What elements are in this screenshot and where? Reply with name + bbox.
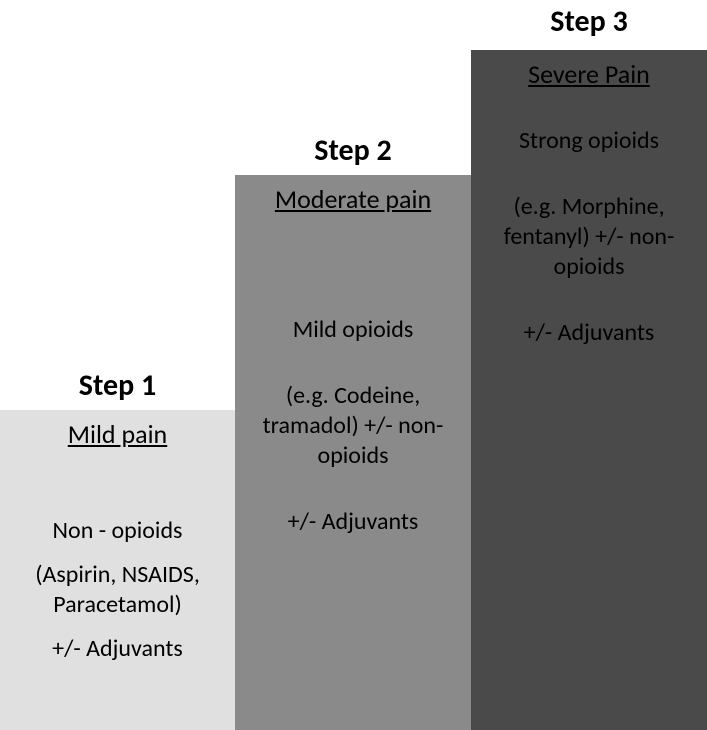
step-1-box: Mild pain Non - opioids (Aspirin, NSAIDS… <box>0 410 235 730</box>
pain-ladder-diagram: Step 1 Mild pain Non - opioids (Aspirin,… <box>0 0 707 730</box>
step-3-box: Severe Pain Strong opioids (e.g. Morphin… <box>471 50 707 730</box>
step-2-box: Moderate pain Mild opioids (e.g. Codeine… <box>235 175 471 730</box>
step-1-label: Step 1 <box>0 367 235 404</box>
step-2-column: Step 2 Moderate pain Mild opioids (e.g. … <box>235 132 471 730</box>
step-3-line-3: +/- Adjuvants <box>481 318 697 348</box>
step-1-line-2: (Aspirin, NSAIDS, Paracetamol) <box>10 560 225 620</box>
step-3-line-2: (e.g. Morphine, fentanyl) +/- non-opioid… <box>481 192 697 282</box>
step-3-column: Step 3 Severe Pain Strong opioids (e.g. … <box>471 3 707 730</box>
step-3-line-1: Strong opioids <box>481 126 697 156</box>
step-2-subtitle: Moderate pain <box>245 183 461 215</box>
step-1-line-3: +/- Adjuvants <box>10 634 225 664</box>
step-2-line-1: Mild opioids <box>245 315 461 345</box>
step-2-label: Step 2 <box>235 132 471 169</box>
step-1-line-1: Non - opioids <box>10 516 225 546</box>
step-1-subtitle: Mild pain <box>10 418 225 450</box>
step-2-line-2: (e.g. Codeine, tramadol) +/- non-opioids <box>245 381 461 471</box>
step-1-column: Step 1 Mild pain Non - opioids (Aspirin,… <box>0 367 235 730</box>
step-3-label: Step 3 <box>471 3 707 40</box>
step-2-line-3: +/- Adjuvants <box>245 507 461 537</box>
step-3-subtitle: Severe Pain <box>481 58 697 90</box>
